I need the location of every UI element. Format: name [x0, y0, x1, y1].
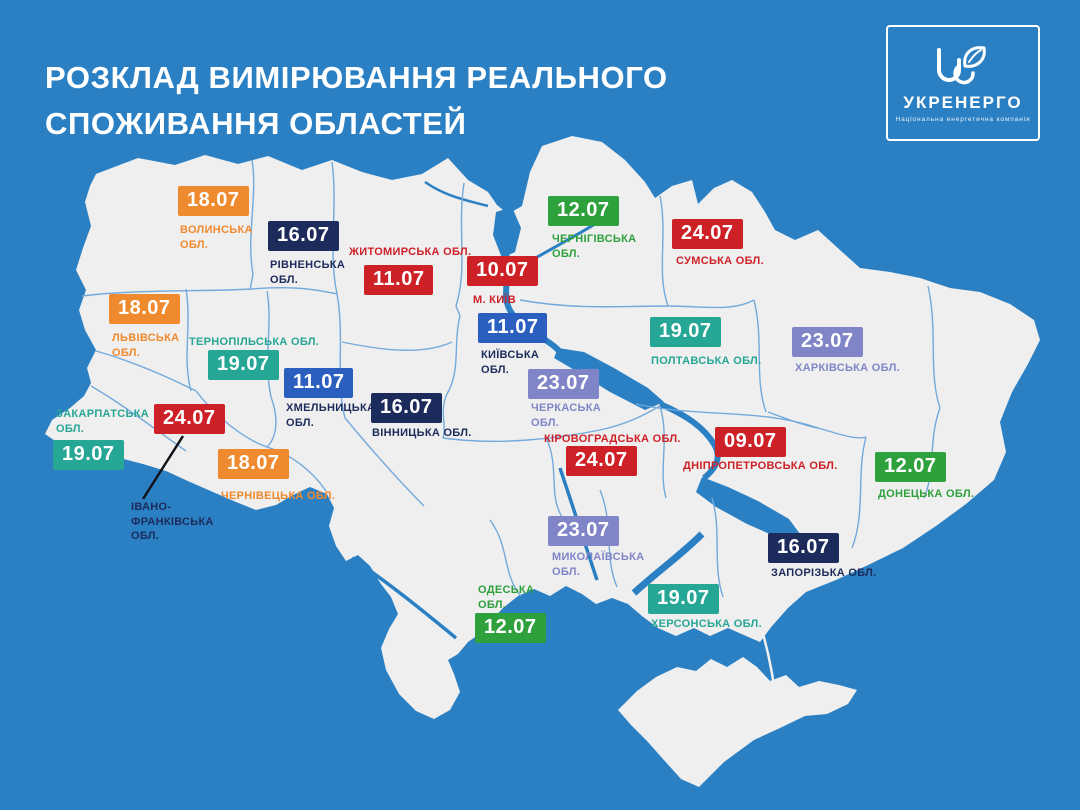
date-badge-khmelnytskyi: 11.07 — [284, 368, 354, 398]
date-badge-donetsk: 12.07 — [875, 452, 946, 482]
region-label-cherkasy: ЧЕРКАСЬКА ОБЛ. — [531, 402, 601, 429]
region-label-ternopil: ТЕРНОПІЛЬСЬКА ОБЛ. — [189, 336, 320, 348]
region-label-kherson: ХЕРСОНСЬКА ОБЛ. — [651, 618, 762, 630]
region-label-khmelnytskyi: ХМЕЛЬНИЦЬКА ОБЛ. — [286, 402, 376, 429]
date-badge-zaporizhzhia: 16.07 — [768, 533, 839, 563]
date-badge-vinnytsia: 16.07 — [371, 393, 442, 423]
date-badge-chernihiv: 12.07 — [548, 196, 619, 226]
ukrenergo-u-leaf-icon — [937, 45, 986, 84]
region-label-kyiv-obl: КИЇВСЬКА ОБЛ. — [481, 349, 540, 376]
logo-tagline: Національна енергетична компанія — [895, 115, 1031, 123]
date-badge-dnipropetrovsk: 09.07 — [715, 427, 786, 457]
region-label-vinnytsia: ВІННИЦЬКА ОБЛ. — [372, 427, 472, 439]
oblast-border-lines — [81, 159, 941, 598]
region-label-zaporizhzhia: ЗАПОРІЗЬКА ОБЛ. — [771, 567, 877, 579]
ukrenergo-logo: УКРЕНЕРГО Національна енергетична компан… — [886, 25, 1040, 141]
region-label-donetsk: ДОНЕЦЬКА ОБЛ. — [878, 488, 975, 500]
date-badge-odesa: 12.07 — [475, 613, 546, 643]
date-badge-ternopil: 19.07 — [208, 350, 279, 380]
region-label-lviv: ЛЬВІВСЬКА ОБЛ. — [112, 332, 180, 359]
date-badge-lviv: 18.07 — [109, 294, 180, 324]
date-badge-chernivtsi: 18.07 — [218, 449, 289, 479]
region-label-sumy: СУМСЬКА ОБЛ. — [676, 255, 764, 267]
region-label-chernihiv: ЧЕРНІГІВСЬКА ОБЛ. — [552, 233, 637, 260]
date-badge-rivne: 16.07 — [268, 221, 339, 251]
region-label-poltava: ПОЛТАВСЬКА ОБЛ. — [651, 355, 762, 367]
region-label-kirovohrad: КІРОВОГРАДСЬКА ОБЛ. — [544, 433, 681, 445]
date-badge-poltava: 19.07 — [650, 317, 721, 347]
region-label-odesa: ОДЕСЬКА ОБЛ. — [478, 584, 535, 611]
date-badge-kyiv-obl: 11.07 — [478, 313, 548, 343]
date-badge-ivano-frankivsk: 24.07 — [154, 404, 225, 434]
date-badge-volyn: 18.07 — [178, 186, 249, 216]
ukraine-mainland-shape — [45, 136, 1040, 719]
region-label-chernivtsi: ЧЕРНІВЕЦЬКА ОБЛ. — [221, 490, 336, 502]
date-badge-zakarpattia: 19.07 — [53, 440, 124, 470]
region-label-rivne: РІВНЕНСЬКА ОБЛ. — [270, 259, 346, 286]
date-badge-sumy: 24.07 — [672, 219, 743, 249]
region-label-mykolaiv: МИКОЛАЇВСЬКА ОБЛ. — [552, 551, 645, 578]
date-badge-kherson: 19.07 — [648, 584, 719, 614]
region-label-ivano-frankivsk: ІВАНО- ФРАНКІВСЬКА ОБЛ. — [131, 501, 214, 543]
date-badge-kirovohrad: 24.07 — [566, 446, 637, 476]
date-badge-cherkasy: 23.07 — [528, 369, 599, 399]
page-title: РОЗКЛАД ВИМІРЮВАННЯ РЕАЛЬНОГО СПОЖИВАННЯ… — [45, 59, 668, 142]
region-label-zakarpattia: ЗАКАРПАТСЬКА ОБЛ. — [56, 408, 149, 435]
region-label-zhytomyr: ЖИТОМИРСЬКА ОБЛ. — [349, 246, 472, 258]
region-label-dnipropetrovsk: ДНІПРОПЕТРОВСЬКА ОБЛ. — [683, 460, 838, 472]
logo-name: УКРЕНЕРГО — [903, 92, 1023, 112]
crimea-shape — [618, 657, 857, 787]
arabat-spit — [760, 629, 779, 713]
region-label-volyn: ВОЛИНСЬКА ОБЛ. — [180, 224, 253, 251]
date-badge-mykolaiv: 23.07 — [548, 516, 619, 546]
region-label-kyiv-city: М. КИЇВ — [473, 294, 516, 306]
date-badge-zhytomyr: 11.07 — [364, 265, 434, 295]
date-badge-kyiv-city: 10.07 — [467, 256, 538, 286]
region-label-kharkiv: ХАРКІВСЬКА ОБЛ. — [795, 362, 900, 374]
date-badge-kharkiv: 23.07 — [792, 327, 863, 357]
ivano-frankivsk-connector-line — [141, 435, 185, 500]
